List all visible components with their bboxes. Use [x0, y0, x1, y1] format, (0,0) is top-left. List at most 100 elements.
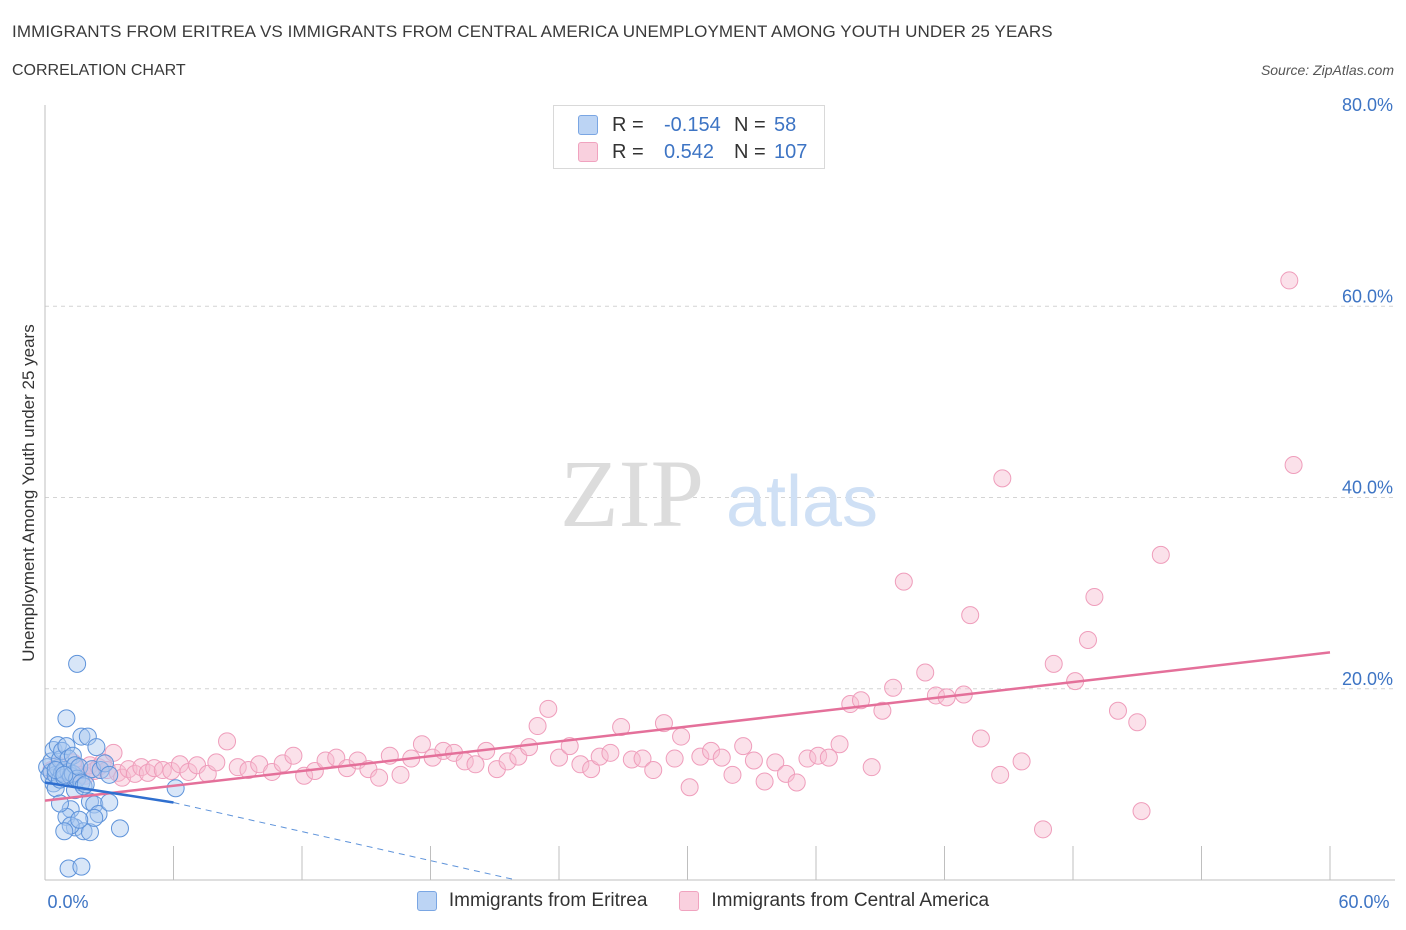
data-point-central-america: [798, 749, 817, 768]
data-point-central-america: [1151, 545, 1170, 564]
data-point-central-america: [337, 759, 356, 778]
data-point-eritrea: [95, 754, 114, 773]
data-point-central-america: [582, 760, 601, 779]
series-eritrea-points: [38, 654, 185, 878]
data-point-central-america: [1034, 820, 1053, 839]
legend-n-value: 107: [774, 140, 808, 163]
data-point-central-america: [665, 749, 684, 768]
legend-item-eritrea[interactable]: Immigrants from Eritrea: [416, 890, 648, 912]
series-central-america-points: [42, 271, 1303, 839]
data-point-eritrea: [70, 810, 89, 829]
legend-n-value: 58: [774, 113, 797, 136]
data-point-eritrea: [100, 793, 119, 812]
watermark-zip: ZIP: [560, 440, 704, 547]
data-point-central-america: [916, 663, 935, 682]
legend-swatch-eritrea: [416, 891, 437, 911]
data-point-central-america: [971, 729, 990, 748]
data-point-central-america: [498, 752, 517, 771]
chart-subtitle: CORRELATION CHART: [12, 62, 186, 79]
chart-title: IMMIGRANTS FROM ERITREA VS IMMIGRANTS FR…: [12, 22, 1053, 41]
data-point-central-america: [284, 746, 303, 765]
data-point-central-america: [723, 765, 742, 784]
data-point-central-america: [702, 741, 721, 760]
data-point-central-america: [691, 747, 710, 766]
data-point-central-america: [1085, 587, 1104, 606]
trend-line-eritrea-extension: [173, 802, 517, 881]
data-point-central-america: [961, 606, 980, 625]
data-point-eritrea: [72, 857, 91, 876]
series-legend: Immigrants from Eritrea Immigrants from …: [0, 890, 1406, 912]
data-point-central-america: [601, 743, 620, 762]
data-point-eritrea: [55, 765, 74, 784]
trend-lines: [44, 651, 1331, 881]
data-point-central-america: [273, 754, 292, 773]
legend-swatch-eritrea: [578, 115, 598, 135]
data-point-central-america: [633, 749, 652, 768]
data-point-central-america: [830, 735, 849, 754]
data-point-central-america: [1108, 701, 1127, 720]
data-point-central-america: [787, 773, 806, 792]
data-point-central-america: [370, 768, 389, 787]
y-tick-label: 80.0%: [1342, 95, 1393, 115]
data-point-central-america: [239, 761, 258, 780]
watermark: ZIP atlas: [560, 440, 878, 547]
data-point-central-america: [851, 691, 870, 710]
data-point-central-america: [98, 761, 117, 780]
data-point-central-america: [487, 760, 506, 779]
legend-r-value: -0.154: [664, 113, 721, 136]
data-point-central-america: [991, 765, 1010, 784]
data-point-central-america: [680, 778, 699, 797]
data-point-central-america: [571, 755, 590, 774]
legend-swatch-central-america: [578, 142, 598, 162]
data-point-central-america: [1044, 654, 1063, 673]
data-point-central-america: [819, 748, 838, 767]
x-tick-label: 60.0%: [1338, 892, 1389, 912]
grid: [45, 305, 1395, 690]
data-point-central-america: [520, 738, 539, 757]
legend-n-label: N =: [734, 113, 766, 136]
correlation-legend: R = -0.154 N = 58 R = 0.542 N = 107: [553, 105, 825, 169]
data-point-central-america: [993, 469, 1012, 488]
legend-r-label: R =: [612, 113, 644, 136]
data-point-central-america: [550, 748, 568, 767]
legend-n-label: N =: [734, 140, 766, 163]
data-point-central-america: [466, 755, 485, 774]
data-point-central-america: [862, 758, 881, 777]
data-point-central-america: [612, 718, 631, 736]
data-point-eritrea: [72, 727, 91, 746]
data-point-central-america: [1132, 802, 1151, 821]
data-point-central-america: [894, 572, 913, 591]
trend-line-eritrea: [44, 781, 174, 804]
legend-r-label: R =: [612, 140, 644, 163]
data-point-central-america: [1012, 752, 1031, 771]
data-point-central-america: [1078, 630, 1097, 649]
watermark-atlas: atlas: [726, 462, 878, 542]
data-point-central-america: [672, 727, 691, 746]
data-point-central-america: [755, 772, 774, 791]
legend-item-central-america[interactable]: Immigrants from Central America: [679, 890, 989, 912]
data-point-central-america: [1280, 271, 1299, 290]
data-point-central-america: [873, 701, 892, 720]
data-point-central-america: [734, 737, 753, 756]
legend-row-central-america: R = 0.542 N = 107: [578, 140, 807, 164]
data-point-central-america: [528, 717, 547, 736]
data-point-central-america: [884, 678, 903, 697]
legend-label-central-america: Immigrants from Central America: [711, 890, 990, 911]
data-point-central-america: [207, 753, 226, 772]
legend-swatch-central-america: [679, 891, 700, 911]
data-point-central-america: [391, 765, 410, 784]
data-point-central-america: [412, 735, 431, 754]
legend-label-eritrea: Immigrants from Eritrea: [448, 890, 648, 911]
data-point-central-america: [228, 758, 247, 777]
data-point-central-america: [125, 764, 144, 783]
legend-row-eritrea: R = -0.154 N = 58: [578, 113, 796, 137]
data-point-central-america: [744, 751, 763, 770]
y-axis-label: Unemployment Among Youth under 25 years: [19, 324, 38, 662]
y-tick-label: 20.0%: [1342, 669, 1393, 689]
data-point-eritrea: [110, 819, 129, 838]
data-point-eritrea: [46, 761, 65, 780]
data-point-central-america: [539, 699, 558, 718]
data-point-central-america: [712, 748, 731, 767]
legend-r-value: 0.542: [664, 140, 715, 163]
